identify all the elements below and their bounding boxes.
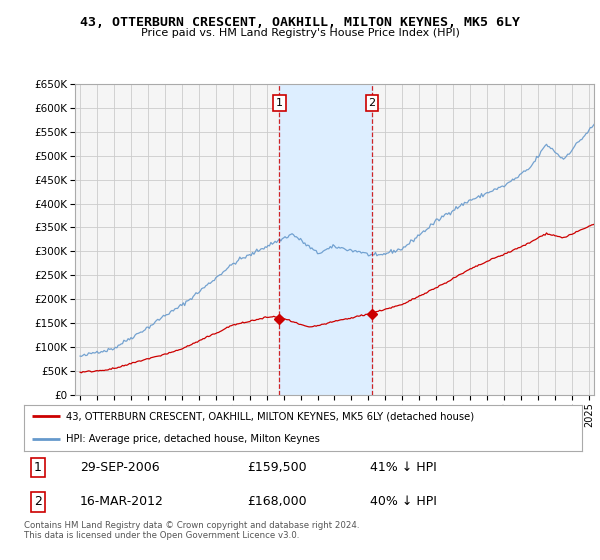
Text: Contains HM Land Registry data © Crown copyright and database right 2024.
This d: Contains HM Land Registry data © Crown c… (24, 521, 359, 540)
Text: £168,000: £168,000 (247, 496, 307, 508)
Text: 29-SEP-2006: 29-SEP-2006 (80, 461, 160, 474)
Text: HPI: Average price, detached house, Milton Keynes: HPI: Average price, detached house, Milt… (66, 435, 320, 444)
Text: £159,500: £159,500 (247, 461, 307, 474)
Text: 16-MAR-2012: 16-MAR-2012 (80, 496, 164, 508)
Text: 2: 2 (34, 496, 42, 508)
Text: 40% ↓ HPI: 40% ↓ HPI (370, 496, 437, 508)
Text: 43, OTTERBURN CRESCENT, OAKHILL, MILTON KEYNES, MK5 6LY: 43, OTTERBURN CRESCENT, OAKHILL, MILTON … (80, 16, 520, 29)
Text: 41% ↓ HPI: 41% ↓ HPI (370, 461, 437, 474)
Text: 2: 2 (368, 98, 376, 108)
Text: 43, OTTERBURN CRESCENT, OAKHILL, MILTON KEYNES, MK5 6LY (detached house): 43, OTTERBURN CRESCENT, OAKHILL, MILTON … (66, 412, 474, 421)
Text: 1: 1 (34, 461, 42, 474)
Text: 1: 1 (276, 98, 283, 108)
Text: Price paid vs. HM Land Registry's House Price Index (HPI): Price paid vs. HM Land Registry's House … (140, 28, 460, 38)
Bar (280, 84, 372, 395)
